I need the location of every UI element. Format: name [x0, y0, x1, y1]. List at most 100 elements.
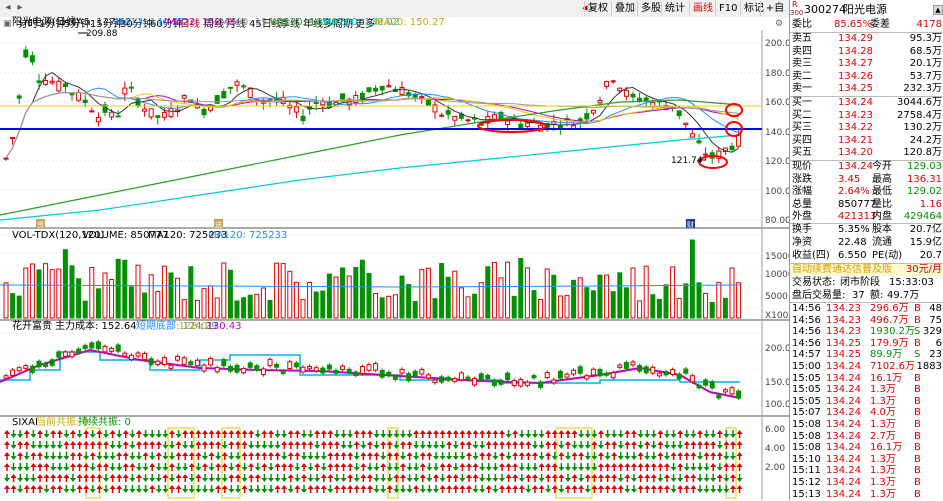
- toolbar-button-7[interactable]: +自选: [760, 1, 789, 29]
- back-icon[interactable]: ◂: [5, 2, 11, 13]
- down-arrow-icon: [10, 434, 17, 438]
- up-arrow-icon: [116, 474, 123, 478]
- down-arrow-icon: [426, 445, 433, 449]
- candle: [161, 111, 167, 118]
- period-tab-13[interactable]: 更多: [355, 19, 375, 30]
- up-arrow-icon: [169, 463, 175, 467]
- up-arrow-icon: [439, 463, 446, 467]
- down-arrow-icon: [492, 489, 499, 493]
- down-arrow-icon: [710, 489, 717, 493]
- settings-icon[interactable]: ⚙: [775, 19, 784, 29]
- candle: [373, 87, 379, 92]
- down-arrow-icon: [50, 467, 57, 471]
- calendar-icon[interactable]: ▣: [3, 19, 12, 29]
- tick-row: 15:05 134.24 1.3万 B: [792, 395, 921, 407]
- up-arrow-icon: [545, 463, 552, 467]
- cost-candle: [109, 347, 115, 352]
- cost-axis-tick-0: 200.0: [765, 344, 791, 354]
- up-arrow-icon: [598, 452, 604, 456]
- down-arrow-icon: [419, 489, 426, 493]
- scroll-up-icon[interactable]: ▲: [933, 5, 943, 15]
- candle: [49, 80, 55, 84]
- high-price-label: 209.88: [86, 29, 118, 39]
- period-tab-3[interactable]: 15分钟: [90, 19, 123, 30]
- volume-bar: [62, 249, 68, 319]
- up-arrow-icon: [499, 452, 505, 456]
- asks-row-0[interactable]: 卖五 134.29 95.3万: [792, 33, 942, 44]
- period-tab-1[interactable]: 1分钟: [39, 19, 66, 30]
- up-arrow-icon: [89, 474, 96, 478]
- toolbar-button-2[interactable]: 多股: [637, 1, 664, 16]
- bids-row-4[interactable]: 买五 134.20 120.8万: [792, 147, 942, 159]
- period-tab-6[interactable]: 日线: [180, 19, 200, 30]
- toolbar-button-0[interactable]: 复权: [584, 1, 611, 16]
- cost-candle: [452, 378, 458, 382]
- asks-row-4[interactable]: 卖一 134.25 232.3万: [792, 83, 942, 95]
- cost-candle: [260, 368, 266, 376]
- asks-row-1[interactable]: 卖四 134.28 68.5万: [792, 45, 942, 57]
- down-arrow-icon: [459, 456, 466, 460]
- down-arrow-icon: [631, 478, 637, 482]
- up-arrow-icon: [466, 485, 472, 489]
- up-arrow-icon: [294, 452, 301, 456]
- down-arrow-icon: [228, 467, 235, 471]
- up-arrow-icon: [466, 430, 472, 434]
- toolbar-button-1[interactable]: 叠加: [611, 1, 638, 16]
- down-arrow-icon: [30, 434, 37, 438]
- cost-candle: [564, 373, 570, 378]
- volume-bar: [663, 284, 669, 319]
- toolbar-button-6[interactable]: 标记: [740, 1, 767, 16]
- toolbar-button-5[interactable]: F10: [715, 1, 740, 16]
- up-arrow-icon: [367, 430, 373, 434]
- candle: [214, 95, 220, 104]
- promo-banner[interactable]: 自动续费通达信普及版 30元/月: [790, 264, 943, 276]
- period-tab-5[interactable]: 60分钟: [150, 19, 183, 30]
- bids-row-2[interactable]: 买三 134.22 130.2万: [792, 122, 942, 134]
- volume-bar: [412, 301, 418, 319]
- down-arrow-icon: [228, 456, 235, 460]
- period-tab-0[interactable]: 分时: [18, 19, 38, 30]
- up-arrow-icon: [657, 441, 664, 445]
- cost-candle: [597, 368, 603, 377]
- bids-row-1[interactable]: 买二 134.23 2758.4万: [792, 109, 942, 121]
- up-arrow-icon: [228, 441, 235, 445]
- up-arrow-icon: [505, 441, 512, 445]
- down-arrow-icon: [670, 478, 677, 482]
- down-arrow-icon: [380, 456, 387, 460]
- candle: [524, 122, 530, 127]
- bids-row-0[interactable]: 买一 134.24 3044.6万: [792, 97, 942, 108]
- up-arrow-icon: [406, 452, 413, 456]
- down-arrow-icon: [459, 478, 466, 482]
- asks-row-2[interactable]: 卖三 134.27 20.1万: [792, 58, 942, 70]
- six-axis-tick-2: 2.00: [765, 463, 786, 473]
- up-arrow-icon: [182, 430, 189, 434]
- down-arrow-icon: [730, 434, 736, 438]
- down-arrow-icon: [274, 434, 281, 438]
- asks-row-3[interactable]: 卖二 134.26 53.7万: [792, 70, 942, 82]
- period-tab-11[interactable]: 年线: [303, 19, 323, 30]
- down-arrow-icon: [314, 456, 321, 460]
- chart-area[interactable]: 资送财: [0, 30, 789, 500]
- down-arrow-icon: [591, 467, 598, 471]
- volume-bar: [458, 287, 464, 319]
- down-arrow-icon: [307, 478, 314, 482]
- volume-bar: [155, 291, 161, 319]
- period-tab-8[interactable]: 月线: [226, 19, 246, 30]
- period-tab-12[interactable]: 多周期: [323, 19, 353, 30]
- down-arrow-icon: [538, 456, 545, 460]
- bids-row-3[interactable]: 买四 134.21 24.2万: [792, 134, 942, 146]
- down-arrow-icon: [56, 456, 63, 460]
- up-arrow-icon: [301, 441, 307, 445]
- toolbar-button-3[interactable]: 统计: [661, 1, 688, 16]
- forward-icon[interactable]: ▸: [17, 2, 23, 13]
- period-tab-4[interactable]: 30分钟: [120, 19, 153, 30]
- toolbar-button-4[interactable]: 画线: [689, 1, 716, 16]
- period-tab-9[interactable]: 45日线: [249, 19, 282, 30]
- up-arrow-icon: [116, 485, 123, 489]
- up-arrow-icon: [241, 441, 248, 445]
- period-tab-10[interactable]: 季线: [280, 19, 300, 30]
- down-arrow-icon: [433, 445, 439, 449]
- period-tab-2[interactable]: 5分钟: [64, 19, 91, 30]
- up-arrow-icon: [353, 430, 360, 434]
- period-tab-7[interactable]: 周线: [204, 19, 224, 30]
